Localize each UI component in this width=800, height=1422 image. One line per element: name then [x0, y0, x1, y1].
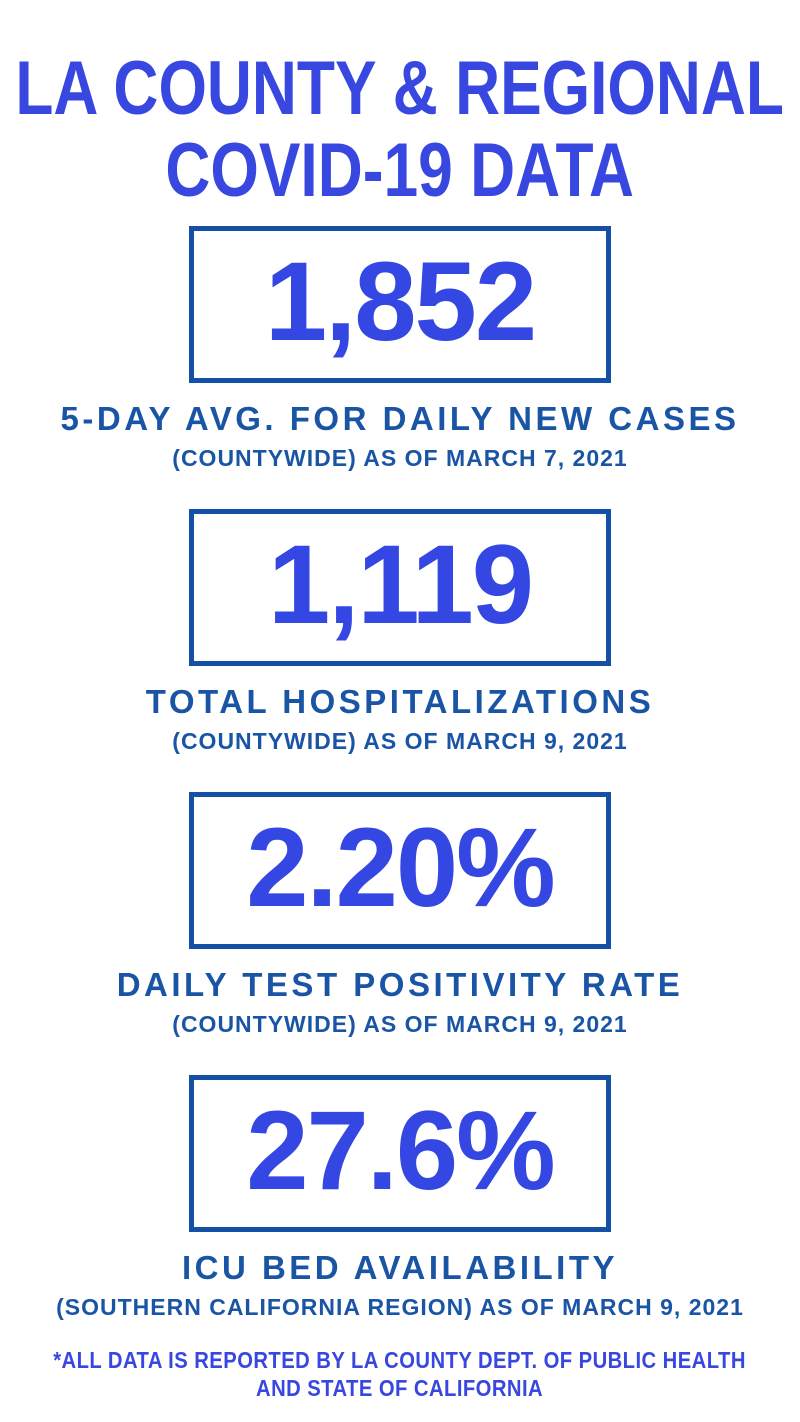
- disclaimer-line1: *ALL DATA IS REPORTED BY LA COUNTY DEPT.…: [53, 1347, 747, 1374]
- stat-section-hospitalizations: 1,119 TOTAL HOSPITALIZATIONS (COUNTYWIDE…: [146, 471, 654, 754]
- stat-label-new-cases: 5-DAY AVG. FOR DAILY NEW CASES: [60, 400, 740, 438]
- stat-label-hospitalizations: TOTAL HOSPITALIZATIONS: [145, 683, 655, 721]
- stat-scope-positivity-rate: (COUNTYWIDE) AS OF MARCH 9, 2021: [172, 1011, 628, 1038]
- data-source-disclaimer: *ALL DATA IS REPORTED BY LA COUNTY DEPT.…: [54, 1346, 747, 1402]
- stat-scope-icu-beds: (SOUTHERN CALIFORNIA REGION) AS OF MARCH…: [56, 1294, 744, 1321]
- stat-value-new-cases: 1,852: [264, 238, 537, 364]
- stat-box-hospitalizations: 1,119: [189, 509, 611, 667]
- stat-scope-hospitalizations: (COUNTYWIDE) AS OF MARCH 9, 2021: [172, 728, 628, 755]
- stat-value-positivity-rate: 2.20%: [246, 804, 556, 930]
- stat-section-new-cases: 1,852 5-DAY AVG. FOR DAILY NEW CASES (CO…: [61, 212, 740, 471]
- stat-box-new-cases: 1,852: [189, 226, 611, 384]
- stat-value-icu-beds: 27.6%: [246, 1087, 556, 1213]
- stat-value-hospitalizations: 1,119: [267, 521, 534, 647]
- page-title-line2: COVID-19 DATA: [165, 128, 635, 214]
- disclaimer-line2: AND STATE OF CALIFORNIA: [256, 1375, 544, 1402]
- page-title-line1: LA COUNTY & REGIONAL: [15, 46, 785, 131]
- stat-label-icu-beds: ICU BED AVAILABILITY: [181, 1249, 619, 1287]
- page-title: LA COUNTY & REGIONAL COVID-19 DATA: [15, 46, 785, 214]
- stat-section-icu-beds: 27.6% ICU BED AVAILABILITY (SOUTHERN CAL…: [56, 1037, 744, 1320]
- stat-section-positivity-rate: 2.20% DAILY TEST POSITIVITY RATE (COUNTY…: [117, 754, 684, 1037]
- stat-label-positivity-rate: DAILY TEST POSITIVITY RATE: [116, 966, 684, 1004]
- stat-box-icu-beds: 27.6%: [188, 1075, 611, 1233]
- stat-box-positivity-rate: 2.20%: [188, 792, 611, 950]
- stat-scope-new-cases: (COUNTYWIDE) AS OF MARCH 7, 2021: [172, 445, 628, 472]
